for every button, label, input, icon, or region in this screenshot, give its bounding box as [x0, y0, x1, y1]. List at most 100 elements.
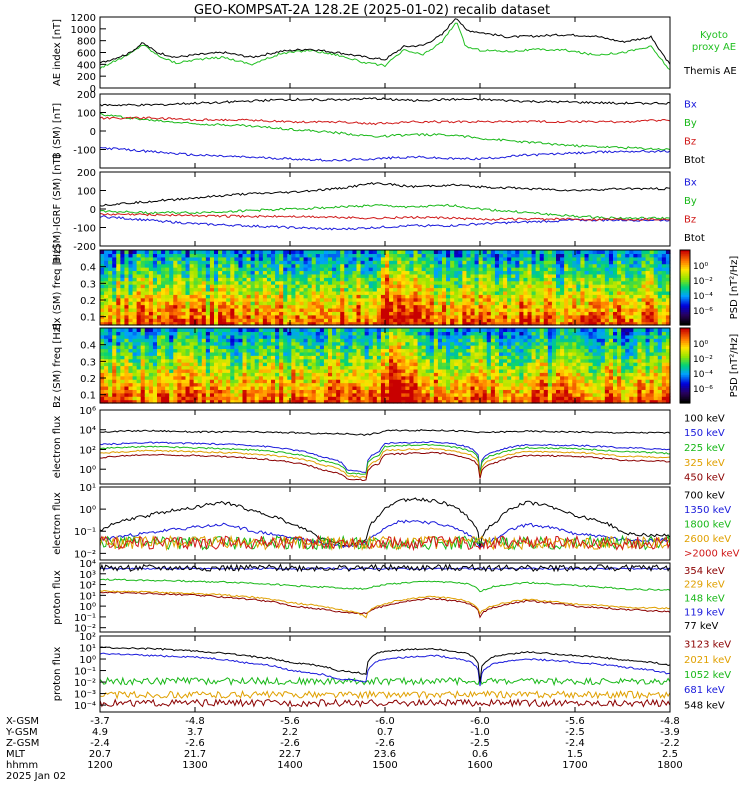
- heatmap-cell: [323, 273, 329, 278]
- heatmap-cell: [214, 368, 219, 373]
- heatmap-cell: [458, 311, 463, 316]
- heatmap-cell: [539, 297, 545, 302]
- heatmap-cell: [486, 290, 492, 295]
- heatmap-cell: [283, 287, 288, 292]
- heatmap-cell: [218, 311, 223, 316]
- heatmap-cell: [368, 379, 374, 384]
- heatmap-cell: [332, 362, 337, 367]
- heatmap-cell: [234, 365, 240, 370]
- heatmap-cell: [185, 382, 191, 387]
- heatmap-cell: [201, 253, 207, 258]
- heatmap-cell: [165, 375, 170, 380]
- heatmap-cell: [254, 348, 260, 353]
- heatmap-cell: [629, 301, 634, 306]
- heatmap-cell: [560, 277, 565, 282]
- heatmap-cell: [405, 368, 411, 373]
- heatmap-cell: [169, 297, 174, 302]
- heatmap-cell: [511, 270, 516, 275]
- heatmap-cell: [299, 284, 305, 289]
- heatmap-cell: [209, 304, 215, 309]
- heatmap-cell: [519, 277, 525, 282]
- heatmap-cell: [454, 260, 459, 265]
- heatmap-cell: [592, 314, 598, 319]
- heatmap-cell: [189, 375, 195, 380]
- heatmap-cell: [185, 290, 191, 295]
- heatmap-cell: [144, 338, 150, 343]
- heatmap-cell: [376, 307, 382, 312]
- heatmap-cell: [271, 304, 276, 309]
- heatmap-cell: [238, 365, 244, 370]
- heatmap-cell: [165, 250, 170, 255]
- heatmap-cell: [429, 256, 435, 261]
- heatmap-cell: [299, 392, 305, 397]
- heatmap-cell: [547, 273, 553, 278]
- heatmap-cell: [417, 328, 423, 333]
- heatmap-cell: [332, 375, 337, 380]
- heatmap-cell: [617, 260, 622, 265]
- heatmap-cell: [625, 294, 630, 299]
- heatmap-cell: [209, 284, 215, 289]
- heatmap-cell: [462, 253, 468, 258]
- heatmap-cell: [368, 375, 374, 380]
- heatmap-cell: [279, 318, 284, 323]
- heatmap-cell: [661, 321, 667, 326]
- heatmap-cell: [661, 267, 667, 272]
- heatmap-cell: [238, 263, 244, 268]
- heatmap-cell: [315, 280, 321, 285]
- heatmap-cell: [608, 304, 614, 309]
- heatmap-cell: [385, 355, 390, 360]
- heatmap-cell: [385, 382, 390, 387]
- heatmap-cell: [246, 301, 252, 306]
- heatmap-cell: [230, 253, 235, 258]
- heatmap-cell: [238, 341, 244, 346]
- heatmap-cell: [328, 368, 333, 373]
- heatmap-cell: [144, 382, 150, 387]
- heatmap-cell: [116, 331, 121, 336]
- heatmap-cell: [132, 358, 138, 363]
- heatmap-cell: [511, 304, 516, 309]
- heatmap-cell: [360, 307, 366, 312]
- heatmap-cell: [193, 379, 199, 384]
- heatmap-cell: [104, 273, 109, 278]
- heatmap-cell: [657, 270, 663, 275]
- heatmap-cell: [279, 267, 284, 272]
- heatmap-cell: [307, 375, 313, 380]
- heatmap-cell: [222, 250, 227, 255]
- heatmap-cell: [271, 348, 276, 353]
- heatmap-cell: [332, 253, 337, 258]
- heatmap-cell: [470, 297, 476, 302]
- heatmap-cell: [486, 304, 492, 309]
- heatmap-cell: [385, 348, 390, 353]
- heatmap-cell: [295, 301, 301, 306]
- heatmap-cell: [657, 318, 663, 323]
- heatmap-cell: [433, 263, 439, 268]
- heatmap-cell: [197, 348, 203, 353]
- heatmap-cell: [112, 253, 117, 258]
- heatmap-cell: [437, 321, 443, 326]
- heatmap-cell: [189, 341, 195, 346]
- heatmap-cell: [645, 321, 651, 326]
- heatmap-cell: [600, 270, 606, 275]
- heatmap-cell: [185, 328, 191, 333]
- heatmap-cell: [266, 311, 272, 316]
- heatmap-cell: [490, 260, 496, 265]
- heatmap-cell: [348, 334, 354, 339]
- heatmap-cell: [519, 270, 525, 275]
- heatmap-cell: [450, 301, 455, 306]
- heatmap-cell: [319, 382, 325, 387]
- heatmap-cell: [433, 270, 439, 275]
- heatmap-cell: [454, 250, 459, 255]
- heatmap-cell: [604, 318, 610, 323]
- heatmap-cell: [185, 267, 191, 272]
- heatmap-cell: [323, 311, 329, 316]
- heatmap-cell: [380, 260, 386, 265]
- heatmap-cell: [185, 362, 191, 367]
- heatmap-cell: [287, 362, 292, 367]
- heatmap-cell: [226, 328, 231, 333]
- heatmap-cell: [613, 280, 618, 285]
- heatmap-cell: [120, 382, 126, 387]
- heatmap-cell: [413, 270, 419, 275]
- heatmap-cell: [560, 311, 565, 316]
- heatmap-cell: [657, 290, 663, 295]
- heatmap-cell: [417, 362, 423, 367]
